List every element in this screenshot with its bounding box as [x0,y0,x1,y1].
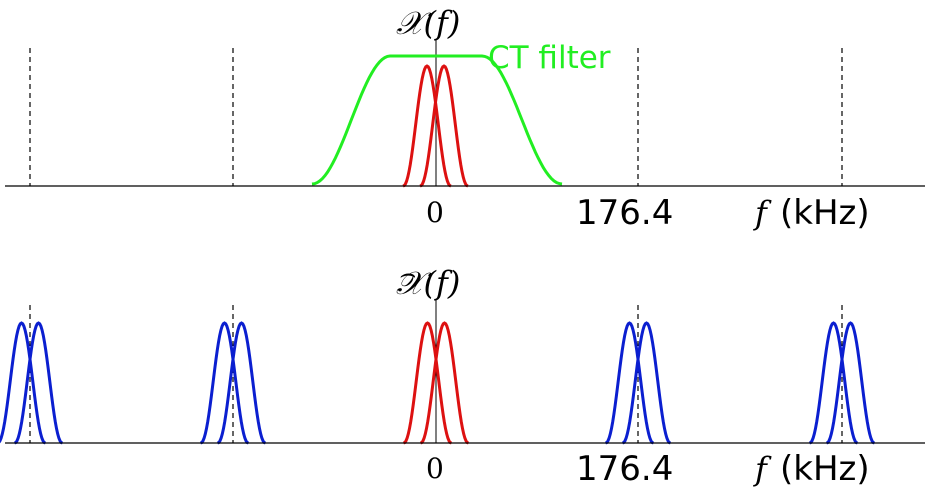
top-tick-176-label: 176.4 [576,193,673,233]
bottom-tick-zero-label: 0 [426,452,444,485]
image-lobe-right-b [622,321,671,445]
top-tick-zero-label: 0 [426,196,444,229]
top-panel-title: 𝒳(f) [396,4,460,42]
bottom-axis-unit: (kHz) [780,449,870,489]
baseband-spectrum-right-lobe [419,64,469,188]
bottom-panel: ⌢ 𝒳(f) 0 176.4 f (kHz) [0,259,925,489]
image-lobe-left-edge-b [14,321,63,445]
bottom-panel-title-hat: ⌢ [398,259,416,289]
image-lobe-left-edge-a [0,321,46,445]
top-axis-variable: f [753,194,772,232]
image-lobe-left-a [200,321,249,445]
baseband-lobe-a [403,321,452,445]
image-lobe-left-b [217,321,266,445]
sampled-spectrum-lobes [0,321,875,445]
baseband-spectrum-left-lobe [402,64,452,188]
bottom-tick-176-label: 176.4 [576,449,673,489]
ct-filter-label: CT filter [488,40,611,76]
top-panel: 𝒳(f) CT filter 0 176.4 f (kHz) [5,4,925,233]
bottom-axis-variable: f [753,450,772,488]
image-lobe-right-edge-b [826,321,875,445]
top-axis-unit: (kHz) [780,193,870,233]
baseband-lobe-b [420,321,469,445]
ct-filter-curve [311,54,563,186]
bottom-panel-title: 𝒳(f) [396,264,460,302]
image-lobe-right-edge-a [809,321,858,445]
image-lobe-right-a [605,321,654,445]
